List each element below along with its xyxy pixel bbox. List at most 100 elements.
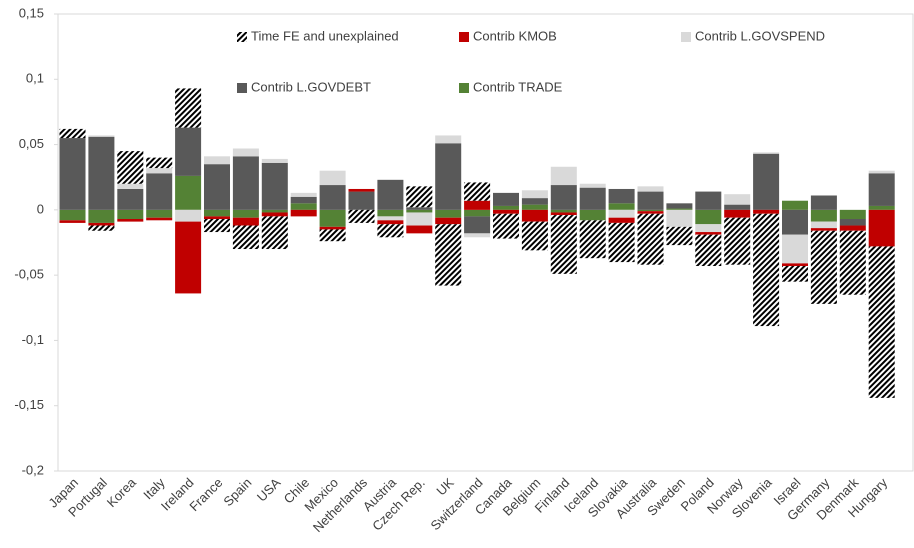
bar-segment	[521, 198, 548, 205]
bar-segment	[146, 173, 173, 210]
bar-segment	[608, 203, 635, 210]
bar-segment	[781, 234, 809, 264]
bar-segment	[319, 185, 346, 210]
bar-segment	[377, 179, 404, 210]
bar-segment	[319, 209, 346, 227]
bar-segment	[753, 213, 780, 327]
bar-segment	[810, 195, 837, 210]
bar-segment	[232, 148, 259, 157]
bar-segment	[435, 135, 462, 144]
bar-segment	[146, 168, 173, 174]
bar-segment	[550, 215, 577, 274]
bar-segment	[117, 151, 144, 184]
bar-segment	[724, 217, 751, 265]
bar-segment	[261, 216, 288, 250]
plot-frame	[57, 13, 914, 472]
bar-segment	[88, 209, 115, 223]
bar-segment	[348, 191, 375, 210]
bar-segment	[377, 220, 404, 225]
bar-segment	[348, 188, 375, 192]
bar-segment	[666, 209, 693, 227]
bar-segment	[377, 224, 404, 238]
y-tick-label: 0,15	[19, 5, 44, 20]
x-tick-label: UK	[433, 475, 457, 499]
bar-segment	[175, 209, 202, 222]
bar-segment	[117, 188, 144, 210]
x-tick-label: USA	[254, 475, 284, 505]
bar-segment	[175, 175, 202, 210]
bar-segment	[608, 222, 635, 263]
bar-segment	[59, 138, 86, 210]
bar-segment	[261, 158, 288, 163]
bar-segment	[550, 185, 577, 210]
legend-swatch	[459, 83, 469, 93]
bar-segment	[521, 204, 548, 210]
bar-segment	[868, 209, 895, 247]
bar-segment	[290, 209, 317, 217]
bar-segment	[637, 209, 664, 212]
bar-segment	[348, 209, 375, 223]
y-tick-label: -0,1	[22, 332, 44, 347]
bar-segment	[117, 183, 144, 189]
bar-segment	[203, 164, 231, 210]
bar-segment	[203, 216, 231, 219]
bar-segment	[319, 170, 346, 186]
bar-segment	[290, 196, 317, 204]
bar-segment	[695, 234, 722, 267]
bar-segment	[753, 152, 780, 154]
y-tick-label: 0,1	[26, 71, 44, 86]
legend-label: Contrib TRADE	[473, 79, 563, 94]
bar-segment	[377, 216, 404, 221]
bar-segment	[146, 217, 173, 221]
legend-swatch	[237, 83, 247, 93]
x-tick-label: Korea	[104, 474, 140, 510]
bar-segment	[579, 209, 606, 221]
x-tick-label: Spain	[220, 475, 254, 509]
bar-segment	[88, 136, 115, 210]
y-tick-label: 0	[37, 201, 44, 216]
bar-segment	[175, 88, 202, 128]
bar-segment	[521, 209, 548, 222]
bar-segment	[637, 186, 664, 192]
bar-segment	[550, 212, 577, 216]
bar-segment	[810, 230, 837, 304]
bar-segment	[695, 232, 722, 235]
bar-segment	[232, 209, 259, 218]
bar-segment	[464, 209, 491, 217]
bar-segment	[261, 209, 288, 213]
bar-segment	[319, 226, 346, 230]
bar-segment	[781, 266, 809, 282]
legend-swatch	[459, 32, 469, 42]
bar-segment	[781, 263, 809, 267]
bar-segment	[521, 190, 548, 199]
bar-segment	[435, 209, 462, 218]
bar-segment	[464, 216, 491, 234]
bar-segment	[521, 221, 548, 251]
bar-segment	[637, 213, 664, 265]
bar-segment	[753, 209, 780, 214]
bar-segment	[117, 209, 144, 219]
bar-segment	[868, 170, 895, 174]
bar-segment	[695, 191, 722, 210]
bar-segment	[637, 211, 664, 214]
bar-segment	[868, 205, 895, 210]
bar-segment	[290, 203, 317, 210]
bar-segment	[406, 207, 433, 210]
bar-segment	[232, 225, 259, 250]
y-tick-label: -0,05	[14, 267, 44, 282]
bar-segment	[608, 217, 635, 223]
bar-segment	[59, 209, 86, 221]
bar-segment	[88, 225, 115, 231]
bar-segment	[464, 200, 491, 210]
bar-segment	[666, 203, 693, 209]
bar-segment	[868, 173, 895, 206]
bar-segment	[781, 200, 809, 210]
bar-segment	[464, 233, 491, 238]
bar-segment	[406, 186, 433, 208]
bar-segment	[464, 182, 491, 201]
legend-swatch	[681, 32, 691, 42]
bar-segment	[724, 194, 751, 205]
bar-segment	[637, 191, 664, 210]
